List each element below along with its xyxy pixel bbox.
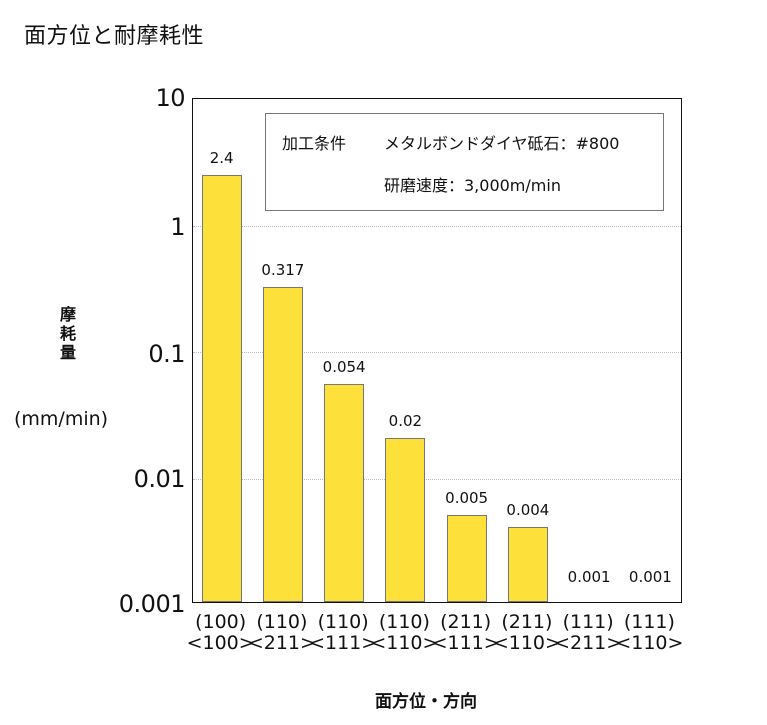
bar: [324, 383, 365, 602]
x-tick-direction: <111>: [431, 632, 500, 654]
x-tick-face: (211): [440, 611, 492, 633]
bar-value-label: 0.001: [628, 568, 672, 586]
x-tick-face: (111): [623, 611, 675, 633]
x-tick-direction: <110>: [370, 632, 439, 654]
x-tick-label: (110) <211>: [248, 612, 316, 654]
bar-value-label: 0.02: [388, 412, 423, 431]
x-tick-face: (110): [317, 611, 369, 633]
x-tick-direction: <111>: [309, 632, 378, 654]
bar: [507, 526, 548, 602]
bar-value-label: 2.4: [209, 149, 234, 168]
bar: [262, 286, 303, 602]
conditions-grinder: メタルボンドダイヤ砥石：#800: [384, 134, 620, 153]
y-tick-label: 0.01: [133, 465, 186, 493]
x-tick-direction: <110>: [615, 632, 684, 654]
y-tick-label: 10: [155, 84, 185, 112]
bar-value-label: 0.054: [322, 357, 366, 376]
bar: [446, 514, 487, 602]
x-tick-face: (211): [501, 611, 553, 633]
x-tick-face: (110): [378, 611, 430, 633]
x-tick-label: (211) <111>: [432, 612, 500, 654]
conditions-speed: 研磨速度：3,000m/min: [384, 176, 561, 195]
x-tick-direction: <211>: [554, 632, 623, 654]
x-tick-label: (111) <211>: [554, 612, 622, 654]
x-axis-label: 面方位・方向: [375, 692, 477, 712]
plot-area: 2.4 0.317 0.054 0.02 0.005 0.004 0.001 0.001: [192, 98, 682, 603]
conditions-label: 加工条件: [282, 134, 347, 153]
bar: [201, 175, 242, 602]
y-axis-label-vertical: 摩耗量: [59, 305, 76, 362]
conditions-box: 加工条件 メタルボンドダイヤ砥石：#800 研磨速度：3,000m/min: [265, 113, 664, 211]
x-tick-label: (211) <110>: [493, 612, 561, 654]
x-tick-face: (100): [195, 611, 247, 633]
x-tick-label: (111) <110>: [615, 612, 683, 654]
bar-value-label: 0.005: [445, 488, 489, 507]
x-tick-label: (100) <100>: [187, 612, 255, 654]
x-tick-direction: <110>: [492, 632, 561, 654]
x-tick-label: (110) <111>: [309, 612, 377, 654]
y-tick-label: 1: [170, 213, 185, 241]
grid-line: [193, 478, 681, 480]
x-tick-face: (110): [256, 611, 308, 633]
y-axis-unit: (mm/min): [14, 408, 109, 430]
bar-value-label: 0.001: [567, 568, 611, 586]
x-tick-direction: <211>: [247, 632, 316, 654]
y-tick-label: 0.1: [148, 340, 185, 368]
grid-line: [193, 225, 681, 227]
grid-line: [193, 352, 681, 353]
y-tick-label: 0.001: [118, 590, 186, 618]
bar: [385, 438, 426, 602]
bar-value-label: 0.317: [261, 260, 305, 279]
x-tick-label: (110) <110>: [370, 612, 438, 654]
bar-value-label: 0.004: [506, 500, 550, 519]
chart-title: 面方位と耐摩耗性: [24, 24, 205, 49]
x-tick-face: (111): [562, 611, 614, 633]
x-tick-direction: <100>: [186, 632, 255, 654]
